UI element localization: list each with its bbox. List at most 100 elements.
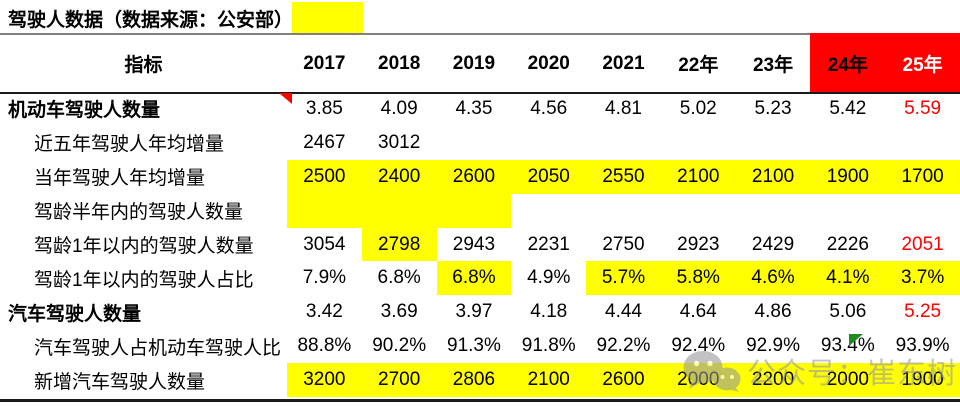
data-cell[interactable]: 5.59	[904, 97, 942, 119]
data-cell[interactable]: 2050	[511, 159, 587, 194]
data-cell[interactable]: 3.69	[380, 301, 418, 323]
header-cell-indicator[interactable]: 指标	[124, 55, 163, 76]
data-cell[interactable]: 4.64	[679, 301, 717, 323]
data-cell[interactable]: 2231	[527, 233, 570, 255]
data-cell[interactable]: 4.44	[605, 301, 642, 323]
data-cell[interactable]: 3.7%	[885, 261, 960, 296]
data-cell[interactable]	[810, 194, 885, 228]
header-cell-year[interactable]: 2019	[452, 52, 496, 74]
data-cell[interactable]: 2600	[586, 363, 661, 398]
row-label[interactable]: 新增汽车驾驶人数量	[34, 371, 206, 393]
data-cell[interactable]: 2429	[751, 233, 795, 255]
data-cell[interactable]: 5.8%	[660, 261, 736, 296]
data-cell[interactable]	[885, 126, 960, 160]
data-cell[interactable]: 4.86	[754, 301, 792, 323]
data-cell[interactable]	[287, 193, 362, 228]
data-cell[interactable]: 2051	[901, 233, 944, 255]
row-label[interactable]: 驾龄半年内的驾驶人数量	[34, 202, 244, 224]
data-cell[interactable]: 2467	[303, 131, 346, 153]
data-cell[interactable]: 5.23	[754, 97, 792, 119]
data-cell[interactable]	[736, 126, 811, 160]
data-cell[interactable]: 2200	[735, 363, 811, 398]
data-cell[interactable]	[661, 194, 736, 228]
data-cell[interactable]: 88.8%	[297, 335, 352, 357]
data-cell[interactable]: 2500	[287, 159, 362, 194]
row-label[interactable]: 当年驾驶人年均增量	[34, 168, 206, 190]
data-cell[interactable]: 5.06	[829, 301, 867, 323]
data-cell[interactable]: 2100	[735, 159, 811, 194]
data-cell[interactable]: 2806	[436, 363, 512, 398]
data-cell[interactable]: 5.25	[904, 301, 942, 323]
data-cell[interactable]: 93.4%	[820, 335, 875, 357]
data-cell[interactable]: 4.35	[455, 97, 493, 119]
data-cell[interactable]: 92.2%	[596, 335, 651, 357]
data-cell[interactable]: 4.18	[530, 301, 568, 323]
data-cell[interactable]: 2000	[810, 363, 886, 398]
data-cell[interactable]	[437, 126, 512, 160]
data-cell[interactable]: 92.4%	[671, 335, 726, 357]
data-cell[interactable]: 2100	[511, 363, 587, 398]
data-cell[interactable]: 4.09	[380, 97, 418, 119]
header-cell-year[interactable]: 2020	[527, 52, 570, 74]
data-cell[interactable]: 90.2%	[372, 335, 427, 357]
data-cell[interactable]	[436, 193, 512, 228]
header-cell-year[interactable]: 23年	[752, 55, 794, 76]
data-cell[interactable]: 2100	[660, 159, 736, 194]
data-cell[interactable]: 6.8%	[436, 261, 512, 296]
data-cell[interactable]: 5.7%	[586, 261, 661, 296]
data-cell[interactable]: 5.02	[679, 97, 717, 119]
data-cell[interactable]: 2943	[452, 233, 496, 255]
data-cell[interactable]: 2600	[436, 159, 512, 194]
data-cell[interactable]	[810, 126, 885, 160]
data-cell[interactable]	[586, 126, 661, 160]
data-cell[interactable]: 6.8%	[377, 267, 421, 289]
data-cell[interactable]: 3.97	[455, 301, 493, 323]
row-label[interactable]: 汽车驾驶人数量	[8, 303, 142, 325]
data-cell[interactable]	[736, 194, 811, 228]
data-cell[interactable]: 4.81	[605, 97, 642, 119]
data-cell[interactable]: 2923	[677, 233, 720, 255]
header-cell-year[interactable]: 2017	[303, 52, 346, 74]
data-cell[interactable]: 2550	[586, 159, 661, 194]
data-cell[interactable]: 92.9%	[746, 335, 800, 357]
data-cell[interactable]: 2000	[660, 363, 736, 398]
header-cell-year[interactable]: 22年	[678, 55, 719, 76]
data-cell[interactable]: 3054	[303, 233, 346, 255]
data-cell[interactable]	[511, 194, 586, 228]
row-label[interactable]: 汽车驾驶人占机动车驾驶人比	[34, 337, 282, 359]
row-label[interactable]: 驾龄1年以内的驾驶人数量	[34, 236, 254, 257]
row-label[interactable]: 驾龄1年以内的驾驶人占比	[34, 269, 254, 291]
data-cell[interactable]: 5.42	[829, 97, 867, 119]
row-label[interactable]: 近五年驾驶人年均增量	[34, 134, 225, 156]
data-cell[interactable]: 1700	[885, 159, 960, 194]
data-cell[interactable]: 4.56	[530, 97, 568, 119]
data-cell[interactable]: 91.8%	[521, 335, 576, 357]
data-cell[interactable]	[885, 194, 960, 228]
row-label[interactable]: 机动车驾驶人数量	[8, 100, 161, 122]
header-cell-year[interactable]: 2018	[378, 52, 421, 74]
data-cell[interactable]: 3200	[287, 363, 362, 398]
data-cell[interactable]: 93.9%	[895, 335, 950, 357]
data-cell[interactable]	[586, 194, 661, 228]
title-highlight-cell[interactable]	[292, 2, 363, 33]
data-cell[interactable]: 2226	[826, 233, 869, 255]
data-cell[interactable]: 1900	[810, 159, 886, 194]
data-cell[interactable]: 4.1%	[810, 261, 886, 296]
data-cell[interactable]: 3.85	[305, 97, 343, 119]
data-cell[interactable]: 2400	[361, 159, 437, 194]
data-cell[interactable]	[361, 193, 437, 228]
data-cell[interactable]: 1900	[885, 363, 960, 398]
data-cell[interactable]: 3012	[378, 131, 421, 153]
header-cell-year[interactable]: 24年	[827, 55, 868, 76]
data-cell[interactable]: 2750	[602, 233, 645, 255]
data-cell[interactable]: 2700	[361, 363, 437, 398]
data-cell[interactable]: 4.9%	[527, 267, 571, 289]
data-cell[interactable]: 7.9%	[302, 267, 347, 289]
header-cell-year[interactable]: 2021	[602, 52, 645, 74]
data-cell[interactable]	[511, 126, 586, 160]
data-cell[interactable]: 4.6%	[735, 261, 811, 296]
data-cell[interactable]: 91.3%	[447, 335, 501, 357]
header-cell-year[interactable]: 25年	[902, 55, 943, 76]
data-cell[interactable]: 3.42	[305, 301, 343, 323]
data-cell[interactable]	[661, 126, 736, 160]
